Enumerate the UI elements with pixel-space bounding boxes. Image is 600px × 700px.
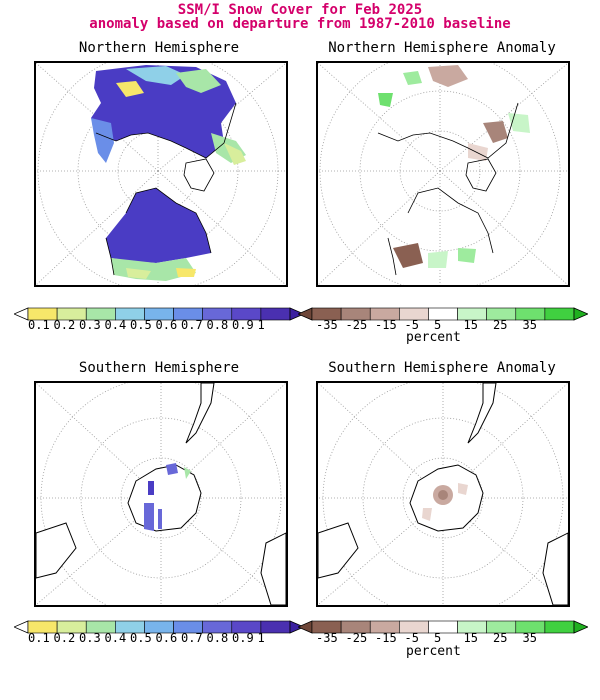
colorbar-tick-label: 0.5 xyxy=(130,631,152,645)
colorbar-left-triangle xyxy=(14,620,29,634)
colorbar-tick-label: 0.4 xyxy=(104,318,127,332)
colorbar-tick-label: 0.8 xyxy=(206,631,229,645)
colorbar-unit-top: percent xyxy=(406,330,461,345)
panel-title-sh: Southern Hemisphere xyxy=(78,360,240,376)
panel-title-nh: Northern Hemisphere xyxy=(78,40,240,56)
map-nh-snow-cover xyxy=(34,61,288,287)
colorbar-tick-label: 5 xyxy=(434,631,442,645)
colorbar-tick-label: 0.2 xyxy=(53,631,76,645)
colorbar-left-triangle xyxy=(298,307,313,321)
colorbar-snow-cover-bottom xyxy=(14,620,304,634)
colorbar-tick-label: 1 xyxy=(257,318,265,332)
colorbar-tick-label: 0.9 xyxy=(232,318,254,332)
colorbar-tick-label: -15 xyxy=(375,631,397,645)
main-title-line1: SSM/I Snow Cover for Feb 2025 xyxy=(177,2,423,18)
colorbar-tick-label: 15 xyxy=(463,318,478,332)
colorbar-unit-bottom: percent xyxy=(406,644,461,659)
colorbar-tick-label: -5 xyxy=(404,318,419,332)
colorbar-tick-label: 0.6 xyxy=(155,631,178,645)
colorbar-tick-label: -25 xyxy=(345,318,368,332)
colorbar-left-triangle xyxy=(298,620,313,634)
colorbar-tick-label: 35 xyxy=(522,318,537,332)
colorbar-left-triangle xyxy=(14,307,29,321)
colorbar-tick-label: 0.7 xyxy=(181,318,203,332)
colorbar-tick-label: 25 xyxy=(493,631,508,645)
panel-title-sh-anomaly: Southern Hemisphere Anomaly xyxy=(328,360,556,376)
colorbar-segment xyxy=(428,307,458,321)
colorbar-right-triangle xyxy=(289,307,304,321)
colorbar-tick-label: 0.1 xyxy=(28,318,50,332)
colorbar-tick-label: 0.7 xyxy=(181,631,203,645)
colorbar-segment xyxy=(260,307,291,321)
map-nh-anomaly xyxy=(316,61,570,287)
colorbar-right-triangle xyxy=(573,620,588,634)
colorbar-tick-label: -15 xyxy=(375,318,397,332)
colorbar-tick-label: 0.1 xyxy=(28,631,50,645)
colorbar-tick-label: 0.5 xyxy=(130,318,152,332)
colorbar-anomaly-top xyxy=(298,307,588,321)
colorbar-tick-label: 0.3 xyxy=(79,631,101,645)
colorbar-segment xyxy=(544,620,575,634)
colorbar-tick-label: 0.6 xyxy=(155,318,178,332)
colorbar-right-triangle xyxy=(573,307,588,321)
colorbar-tick-label: -35 xyxy=(316,631,338,645)
colorbar-tick-label: -35 xyxy=(316,318,338,332)
map-sh-snow-cover xyxy=(34,381,288,607)
colorbar-right-triangle xyxy=(289,620,304,634)
colorbar-tick-label: 35 xyxy=(522,631,537,645)
colorbar-anomaly-bottom xyxy=(298,620,588,634)
colorbar-tick-label: 0.8 xyxy=(206,318,229,332)
colorbar-snow-cover-top xyxy=(14,307,304,321)
colorbar-tick-label: 15 xyxy=(463,631,478,645)
colorbar-tick-label: 0.2 xyxy=(53,318,76,332)
colorbar-segment xyxy=(260,620,291,634)
colorbar-tick-label: 0.4 xyxy=(104,631,127,645)
colorbar-segment xyxy=(544,307,575,321)
colorbar-tick-label: -5 xyxy=(404,631,419,645)
colorbar-tick-label: 25 xyxy=(493,318,508,332)
colorbar-tick-label: 5 xyxy=(434,318,442,332)
colorbar-segment xyxy=(428,620,458,634)
colorbar-tick-label: 1 xyxy=(257,631,265,645)
map-sh-anomaly xyxy=(316,381,570,607)
colorbar-tick-label: 0.9 xyxy=(232,631,254,645)
colorbar-tick-label: -25 xyxy=(345,631,368,645)
colorbar-tick-label: 0.3 xyxy=(79,318,101,332)
main-title-line2: anomaly based on departure from 1987-201… xyxy=(89,16,511,32)
panel-title-nh-anomaly: Northern Hemisphere Anomaly xyxy=(328,40,556,56)
